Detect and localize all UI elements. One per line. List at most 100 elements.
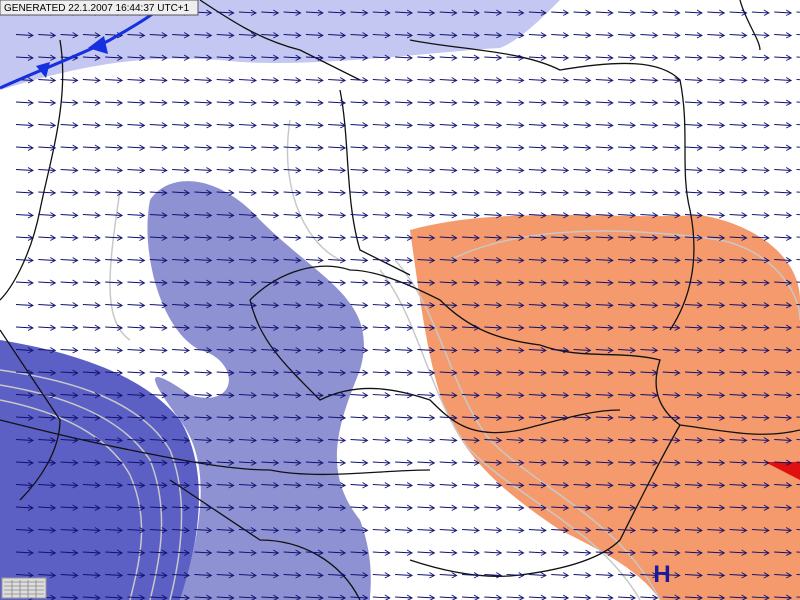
wind-arrow	[707, 189, 726, 196]
wind-arrow	[283, 32, 302, 39]
wind-arrow	[662, 324, 681, 331]
front-line	[0, 0, 172, 90]
wind-arrow	[60, 549, 79, 556]
wind-arrow	[350, 77, 369, 84]
wind-arrow	[729, 324, 748, 331]
wind-arrow	[328, 527, 347, 534]
wind-arrow	[15, 99, 34, 106]
wind-arrow	[662, 549, 681, 556]
wind-arrow	[796, 214, 800, 216]
wind-arrow	[618, 437, 637, 444]
wind-arrow	[283, 437, 302, 444]
wind-arrow	[751, 234, 770, 241]
wind-arrow	[751, 549, 770, 556]
wind-arrow	[417, 302, 436, 309]
wind-arrow	[573, 32, 592, 39]
wind-arrow	[461, 32, 480, 39]
wind-arrow	[774, 257, 793, 264]
wind-arrow	[238, 324, 257, 331]
wind-arrow	[127, 414, 146, 421]
wind-arrow	[38, 347, 57, 354]
wind-arrow	[551, 144, 570, 151]
wind-arrow	[216, 257, 235, 264]
wind-arrow	[551, 414, 570, 421]
wind-arrow	[417, 482, 436, 489]
wind-arrow	[439, 572, 458, 579]
wind-arrow	[684, 369, 703, 376]
wind-arrow	[372, 54, 391, 61]
wind-arrow	[528, 572, 547, 579]
wind-arrow	[506, 54, 525, 61]
wind-arrow	[372, 9, 391, 16]
wind-arrow	[595, 32, 614, 39]
wind-arrow	[484, 572, 503, 579]
generated-stamp: GENERATED 22.1.2007 16:44:37 UTC+1	[4, 3, 190, 14]
wind-arrow	[439, 482, 458, 489]
wind-arrow	[127, 482, 146, 489]
wind-arrow	[127, 369, 146, 376]
wind-arrow	[595, 369, 614, 376]
wind-arrow	[506, 77, 525, 84]
wind-arrow	[82, 167, 101, 174]
border	[249, 265, 800, 435]
wind-arrow	[194, 234, 213, 241]
wind-arrow	[15, 324, 34, 331]
wind-arrow	[261, 279, 280, 286]
wind-arrow	[261, 257, 280, 264]
wind-arrow	[283, 279, 302, 286]
wind-arrow	[506, 504, 525, 511]
wind-arrow	[283, 459, 302, 466]
wind-arrow	[796, 56, 800, 58]
wind-arrow	[662, 302, 681, 309]
wind-arrow	[618, 257, 637, 264]
wind-arrow	[172, 99, 191, 106]
wind-arrow	[261, 99, 280, 106]
wind-arrow	[194, 122, 213, 129]
wind-arrow	[194, 482, 213, 489]
wind-arrow	[372, 392, 391, 399]
wind-arrow	[707, 54, 726, 61]
wind-arrow	[417, 189, 436, 196]
border	[409, 424, 681, 577]
wind-arrow	[105, 99, 124, 106]
wind-arrow	[305, 54, 324, 61]
wind-arrow	[707, 549, 726, 556]
wind-arrow	[328, 302, 347, 309]
wind-arrow	[484, 369, 503, 376]
wind-arrow	[149, 549, 168, 556]
wind-arrow	[484, 189, 503, 196]
wind-arrow	[15, 122, 34, 129]
wind-arrow	[774, 347, 793, 354]
wind-arrow	[484, 54, 503, 61]
wind-arrow	[127, 527, 146, 534]
wind-arrow	[595, 144, 614, 151]
wind-arrow	[417, 347, 436, 354]
wind-arrow	[194, 189, 213, 196]
wind-arrow	[350, 527, 369, 534]
wind-arrow	[105, 167, 124, 174]
wind-arrow	[439, 279, 458, 286]
wind-arrow	[528, 324, 547, 331]
wind-arrow	[328, 437, 347, 444]
wind-arrow	[528, 9, 547, 16]
wind-arrow	[305, 32, 324, 39]
wind-arrow	[461, 99, 480, 106]
wind-arrow	[751, 99, 770, 106]
wind-arrow	[551, 212, 570, 219]
wind-arrow	[506, 122, 525, 129]
wind-arrow	[149, 414, 168, 421]
wind-arrow	[328, 392, 347, 399]
wind-arrow	[528, 99, 547, 106]
wind-arrow	[528, 167, 547, 174]
wind-arrow	[15, 549, 34, 556]
wind-arrow	[796, 79, 800, 81]
wind-arrow	[662, 482, 681, 489]
border	[339, 89, 411, 276]
wind-arrow	[640, 99, 659, 106]
wind-arrow	[640, 392, 659, 399]
wind-arrow	[729, 392, 748, 399]
wind-arrow	[15, 257, 34, 264]
wind-arrow	[395, 549, 414, 556]
wind-arrow	[372, 437, 391, 444]
wind-arrow	[172, 347, 191, 354]
